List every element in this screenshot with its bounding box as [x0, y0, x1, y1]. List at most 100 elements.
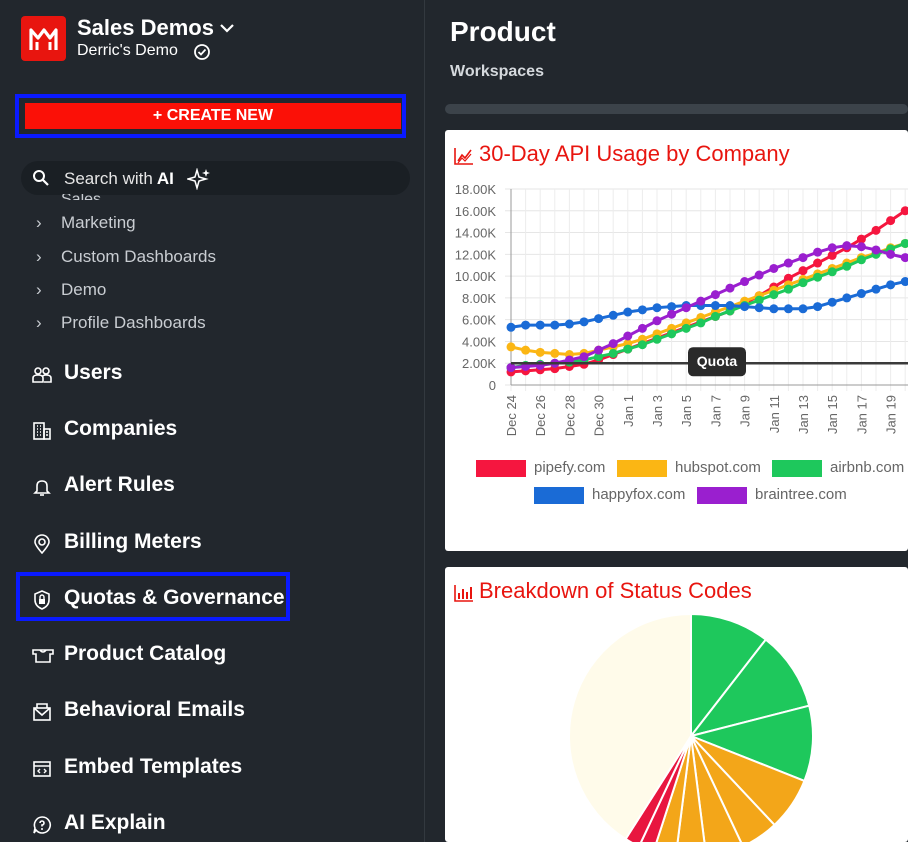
x-tick-label: Dec 30 [592, 395, 607, 436]
sidebar-item-demo[interactable]: › Demo [36, 280, 106, 300]
search-ai-label: AI [156, 169, 174, 188]
building-icon [33, 422, 51, 440]
legend-label: braintree.com [755, 486, 847, 503]
data-point [783, 304, 793, 314]
x-tick-label: Jan 3 [650, 395, 665, 427]
page-subtitle: Workspaces [450, 63, 544, 80]
legend-label: airbnb.com [830, 459, 905, 476]
x-tick-label: Dec 26 [533, 395, 548, 436]
data-point [900, 238, 908, 248]
legend-item-pipefy-com[interactable]: pipefy.com [476, 459, 605, 477]
ai-search-input[interactable]: Search with AI [21, 161, 410, 195]
series-line-happyfox-com [510, 280, 906, 329]
sidebar-item-sales-clipped[interactable]: Sales [61, 194, 101, 200]
sidebar-item-custom-dashboards[interactable]: › Custom Dashboards [36, 247, 216, 267]
data-point [856, 234, 866, 244]
data-point [754, 295, 764, 305]
data-point [813, 258, 823, 268]
workspace-name[interactable]: Derric's Demo [77, 42, 178, 59]
sidebar-item-profile-dashboards[interactable]: › Profile Dashboards [36, 313, 206, 333]
data-point [681, 323, 691, 333]
sidebar-item-label: Profile Dashboards [61, 313, 206, 332]
data-point [827, 267, 837, 277]
legend-item-hubspot-com[interactable]: hubspot.com [617, 459, 761, 477]
x-tick-label: Jan 5 [679, 395, 694, 427]
data-point [550, 348, 560, 358]
data-point [827, 243, 837, 253]
data-point [564, 319, 574, 329]
data-point [652, 303, 662, 313]
legend-item-happyfox-com[interactable]: happyfox.com [534, 486, 685, 504]
pie-slice [688, 638, 811, 738]
x-tick-label: Jan 11 [767, 395, 782, 433]
legend-swatch [534, 486, 584, 504]
data-point [535, 347, 545, 357]
data-point [754, 303, 764, 313]
data-point [900, 277, 908, 287]
data-point [798, 278, 808, 288]
meter-pin-icon [34, 534, 50, 554]
pie-slice [676, 735, 706, 842]
legend-item-airbnb-com[interactable]: airbnb.com [772, 459, 904, 477]
data-point [856, 255, 866, 265]
app-logo[interactable] [21, 16, 66, 61]
status-codes-card: Breakdown of Status Codes [445, 567, 908, 842]
data-point [725, 301, 735, 311]
data-point [900, 206, 908, 216]
mail-icon [33, 703, 51, 721]
data-point [871, 245, 881, 255]
data-point [710, 301, 720, 311]
data-point [886, 216, 896, 226]
data-point [783, 258, 793, 268]
data-point [594, 314, 604, 324]
verified-check-icon [194, 44, 210, 60]
pie-slice [690, 612, 768, 739]
y-tick-label: 2.00K [462, 356, 496, 371]
y-tick-label: 18.00K [455, 182, 497, 197]
pie-slice [568, 612, 692, 841]
y-tick-label: 10.00K [455, 269, 497, 284]
horizontal-scrollbar[interactable] [445, 104, 908, 114]
api-usage-line-chart[interactable]: 0 2.00K 4.00K 6.00K 8.00K 10.00K 12.00K 14.00K 1… [445, 130, 908, 551]
series-line-braintree-com [510, 244, 906, 370]
quota-label: Quota [697, 353, 738, 369]
y-tick-label: 8.00K [462, 291, 496, 306]
sidebar-item-label: Custom Dashboards [61, 247, 216, 266]
data-point [769, 304, 779, 314]
search-icon [33, 170, 49, 186]
data-point [886, 249, 896, 259]
data-point [871, 225, 881, 235]
nav-label: Users [64, 361, 123, 384]
y-tick-label: 16.00K [455, 204, 497, 219]
legend-item-braintree-com[interactable]: braintree.com [697, 486, 847, 504]
data-point [827, 297, 837, 307]
data-point [886, 280, 896, 290]
nav-label: Alert Rules [64, 473, 175, 496]
chart-title: Breakdown of Status Codes [479, 578, 752, 603]
quota-label-bg [688, 347, 746, 377]
data-point [637, 323, 647, 333]
nav-label: Behavioral Emails [64, 698, 245, 721]
legend-swatch [476, 459, 526, 477]
data-point [667, 329, 677, 339]
x-tick-label: Jan 19 [884, 395, 899, 434]
chevron-down-icon[interactable] [219, 22, 235, 34]
data-point [856, 289, 866, 299]
create-new-button[interactable]: + CREATE NEW [25, 103, 401, 129]
sparkle-icon [187, 168, 210, 190]
y-tick-label: 6.00K [462, 313, 496, 328]
data-point [769, 263, 779, 273]
bell-icon [33, 480, 51, 496]
legend-swatch [772, 459, 822, 477]
data-point [506, 322, 516, 332]
chart-title: 30-Day API Usage by Company [479, 141, 790, 166]
x-tick-label: Jan 9 [738, 395, 753, 427]
data-point [696, 296, 706, 306]
status-codes-pie-chart[interactable] [445, 567, 908, 842]
sidebar-item-marketing[interactable]: › Marketing [36, 213, 136, 233]
sidebar-item-label: Demo [61, 280, 107, 299]
app-title[interactable]: Sales Demos [77, 15, 214, 40]
legend-swatch [697, 486, 747, 504]
nav-label: Product Catalog [64, 642, 227, 665]
data-point [813, 247, 823, 257]
